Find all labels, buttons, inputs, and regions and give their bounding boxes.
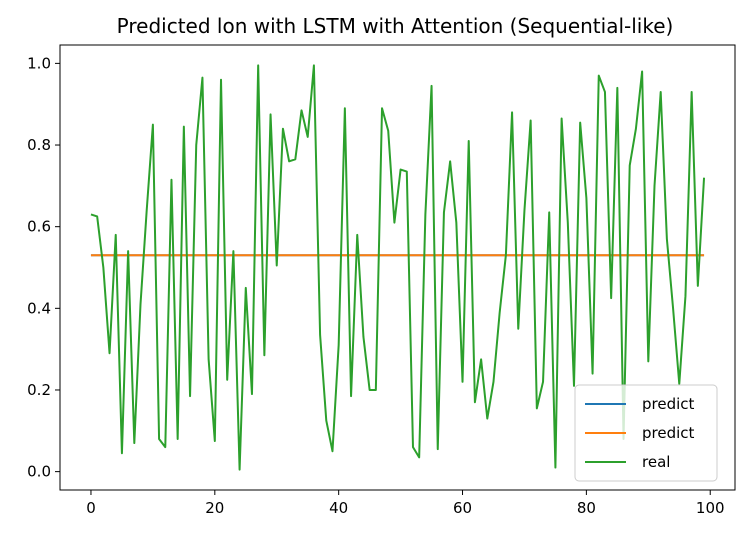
- x-tick-label: 20: [205, 499, 224, 517]
- legend-label: real: [642, 453, 670, 471]
- plot-lines: [90, 64, 706, 471]
- x-tick-label: 60: [453, 499, 472, 517]
- x-tick-label: 100: [696, 499, 725, 517]
- chart-title: Predicted lon with LSTM with Attention (…: [117, 14, 674, 38]
- x-axis: 0 20 40 60 80 100: [86, 490, 725, 517]
- y-tick-label: 0.4: [27, 299, 51, 317]
- y-tick-label: 0.2: [27, 381, 51, 399]
- axes-frame: [59, 44, 736, 491]
- legend-label: predict: [642, 395, 695, 413]
- x-tick-label: 0: [86, 499, 96, 517]
- x-tick-label: 40: [329, 499, 348, 517]
- y-tick-label: 0.6: [27, 218, 51, 236]
- series-line-2: [90, 64, 706, 471]
- y-tick-label: 0.8: [27, 136, 51, 154]
- legend-box: [574, 384, 718, 482]
- legend: predict predict real: [574, 384, 718, 482]
- x-tick-label: 80: [577, 499, 596, 517]
- y-tick-label: 0.0: [27, 463, 51, 481]
- y-tick-label: 1.0: [27, 54, 51, 72]
- y-axis: 0.0 0.2 0.4 0.6 0.8 1.0: [27, 54, 60, 481]
- legend-label: predict: [642, 424, 695, 442]
